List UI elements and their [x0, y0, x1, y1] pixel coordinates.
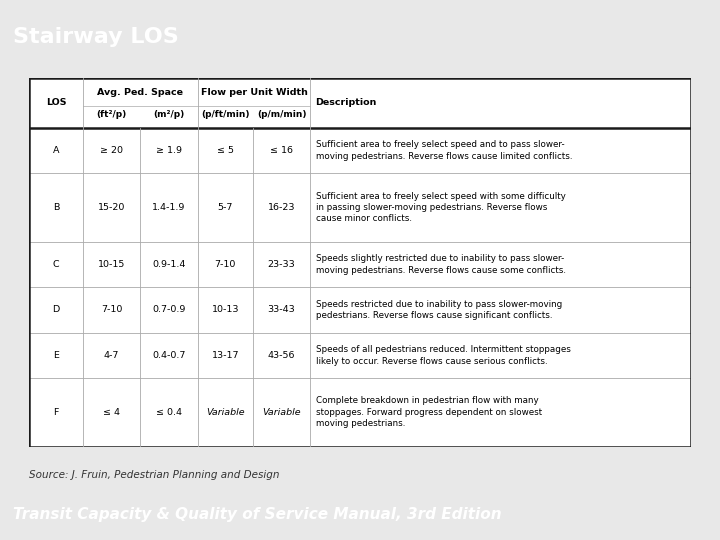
Text: (p/m/min): (p/m/min) [257, 110, 306, 119]
Text: Transit Capacity & Quality of Service Manual, 3rd Edition: Transit Capacity & Quality of Service Ma… [13, 507, 502, 522]
Text: Speeds slightly restricted due to inability to pass slower-
moving pedestrians. : Speeds slightly restricted due to inabil… [315, 254, 566, 275]
Text: Stairway LOS: Stairway LOS [13, 28, 179, 48]
Text: 15-20: 15-20 [98, 203, 125, 212]
Text: Variable: Variable [262, 408, 301, 417]
Text: B: B [53, 203, 59, 212]
Text: Avg. Ped. Space: Avg. Ped. Space [97, 88, 184, 97]
Text: 10-13: 10-13 [212, 306, 239, 314]
Text: Speeds of all pedestrians reduced. Intermittent stoppages
likely to occur. Rever: Speeds of all pedestrians reduced. Inter… [315, 345, 570, 366]
Text: Description: Description [315, 98, 377, 107]
Text: 10-15: 10-15 [98, 260, 125, 269]
Text: ≥ 1.9: ≥ 1.9 [156, 146, 182, 155]
Text: Flow per Unit Width: Flow per Unit Width [201, 88, 307, 97]
Text: 5-7: 5-7 [217, 203, 233, 212]
Text: ≤ 5: ≤ 5 [217, 146, 234, 155]
Text: 0.9-1.4: 0.9-1.4 [152, 260, 186, 269]
Text: Sufficient area to freely select speed and to pass slower-
moving pedestrians. R: Sufficient area to freely select speed a… [315, 140, 572, 161]
Text: 4-7: 4-7 [104, 351, 120, 360]
Text: 0.7-0.9: 0.7-0.9 [152, 306, 186, 314]
Text: C: C [53, 260, 59, 269]
Text: 7-10: 7-10 [215, 260, 236, 269]
Text: ≤ 16: ≤ 16 [270, 146, 293, 155]
Text: 0.4-0.7: 0.4-0.7 [152, 351, 186, 360]
Text: (m²/p): (m²/p) [153, 110, 184, 119]
Text: Speeds restricted due to inability to pass slower-moving
pedestrians. Reverse fl: Speeds restricted due to inability to pa… [315, 300, 562, 320]
Text: (ft²/p): (ft²/p) [96, 110, 127, 119]
Text: 1.4-1.9: 1.4-1.9 [152, 203, 186, 212]
Text: 13-17: 13-17 [212, 351, 239, 360]
Text: Complete breakdown in pedestrian flow with many
stoppages. Forward progress depe: Complete breakdown in pedestrian flow wi… [315, 396, 541, 428]
Text: D: D [53, 306, 60, 314]
Text: F: F [53, 408, 58, 417]
Text: (p/ft/min): (p/ft/min) [201, 110, 249, 119]
Text: Source: J. Fruin, Pedestrian Planning and Design: Source: J. Fruin, Pedestrian Planning an… [29, 470, 279, 480]
Text: 43-56: 43-56 [268, 351, 295, 360]
Text: E: E [53, 351, 59, 360]
Text: 16-23: 16-23 [268, 203, 295, 212]
Text: ≤ 4: ≤ 4 [103, 408, 120, 417]
Text: LOS: LOS [45, 98, 66, 107]
Text: ≥ 20: ≥ 20 [100, 146, 123, 155]
Text: Variable: Variable [206, 408, 245, 417]
Text: A: A [53, 146, 59, 155]
Text: 7-10: 7-10 [101, 306, 122, 314]
Text: Sufficient area to freely select speed with some difficulty
in passing slower-mo: Sufficient area to freely select speed w… [315, 192, 565, 224]
Text: ≤ 0.4: ≤ 0.4 [156, 408, 182, 417]
Text: 23-33: 23-33 [268, 260, 295, 269]
Text: 33-43: 33-43 [268, 306, 295, 314]
